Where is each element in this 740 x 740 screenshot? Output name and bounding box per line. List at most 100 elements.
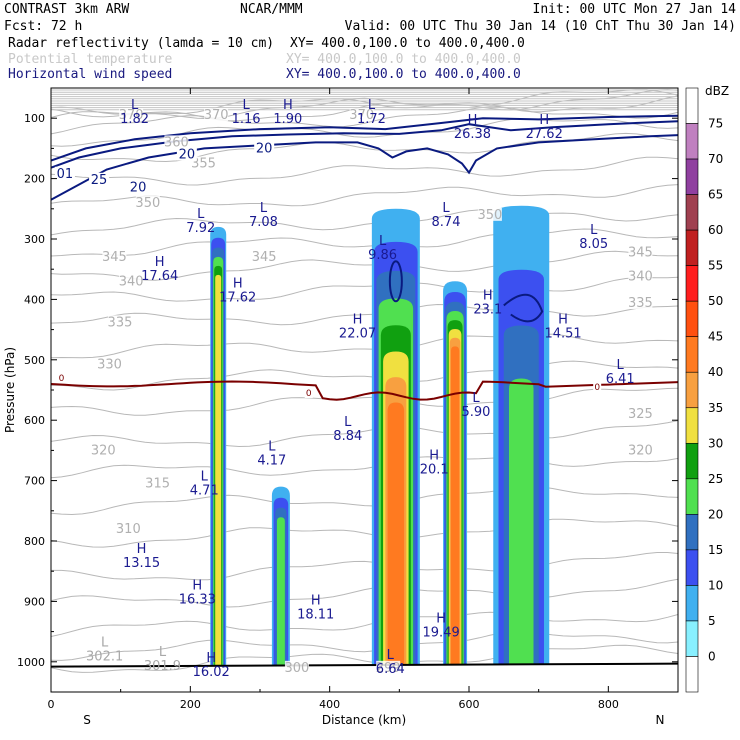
wind-contour	[51, 114, 678, 162]
field-2-xy: XY= 400.0,100.0 to 400.0,400.0	[286, 52, 521, 67]
y-tick-label: 800	[24, 535, 45, 548]
colorbar-tick-label: 50	[708, 294, 723, 308]
model-title: CONTRAST 3km ARW	[4, 2, 129, 17]
extremum-type: H	[283, 98, 293, 113]
y-tick-label: 1000	[17, 656, 45, 669]
theta-label: 350	[477, 208, 502, 223]
extremum-value: 23.1	[473, 302, 502, 317]
theta-label-bg	[628, 245, 653, 259]
theta-label: 340	[628, 269, 653, 284]
extremum-type: H	[155, 255, 165, 270]
colorbar-unit: dBZ	[705, 84, 729, 98]
extremum-value: 13.15	[123, 556, 160, 571]
extremum-value: 19.49	[423, 626, 460, 641]
x-axis: 0 200 400 600 800	[48, 88, 619, 711]
theta-label-bg	[107, 315, 132, 329]
reflectivity-band	[509, 378, 534, 665]
extremum-type: L	[201, 470, 209, 485]
wind-label: 01	[57, 167, 74, 182]
zero-label: 0	[59, 374, 65, 384]
colorbar-tick-label: 65	[708, 188, 723, 202]
x-tick-label: 400	[319, 698, 340, 711]
field-1-xy: XY= 400.0,100.0 to 400.0,400.0	[290, 36, 525, 51]
convective-cell	[210, 226, 227, 665]
colorbar-swatch	[685, 549, 699, 586]
theta-label-bg	[191, 156, 216, 170]
zero-label-bg	[304, 388, 313, 399]
wind-contour-closed	[388, 260, 403, 303]
wind-label-bg	[176, 147, 197, 161]
theta-label: 370	[204, 108, 229, 123]
extremum-type: L	[590, 223, 598, 238]
field-1-name: Radar reflectivity (lamda = 10 cm)	[8, 36, 274, 51]
extremum-type: H	[192, 578, 202, 593]
x-tick-label: 0	[48, 698, 55, 711]
extremum-type: L	[159, 645, 167, 660]
theta-label-bg	[628, 443, 653, 457]
colorbar-tick-label: 30	[708, 436, 723, 450]
zero-label-bg	[57, 372, 66, 383]
extremum-type: L	[617, 358, 625, 373]
institution: NCAR/MMM	[240, 2, 303, 17]
extremum-value: 16.33	[179, 592, 216, 607]
extremum-value: 9.86	[368, 248, 397, 263]
extremum-value: 8.05	[579, 237, 608, 252]
reflectivity-band	[387, 402, 405, 665]
extremum-type: H	[429, 448, 439, 463]
theta-label: 370	[119, 108, 144, 123]
wind-label-bg	[254, 141, 275, 155]
theta-label: 360	[164, 135, 189, 150]
theta-label: 300	[285, 661, 310, 676]
wind-label-bg	[128, 180, 149, 194]
colorbar-swatch	[685, 123, 699, 160]
extremum-value: 4.71	[190, 484, 219, 499]
colorbar-swatch	[685, 620, 699, 657]
colorbar-swatch	[685, 371, 699, 409]
extremum-type: H	[436, 612, 446, 627]
extremum-type: H	[233, 276, 243, 291]
theta-contour	[51, 95, 678, 122]
convective-cell	[493, 205, 550, 665]
extremum-value: 5.90	[461, 405, 490, 420]
reflectivity-cells	[210, 205, 550, 665]
y-tick-label: 600	[24, 414, 45, 427]
extremum-type: L	[131, 98, 139, 113]
reflectivity-band	[450, 346, 460, 665]
theta-label-bg	[97, 357, 122, 371]
theta-contour	[51, 303, 678, 326]
freezing-level-contour	[51, 380, 678, 401]
extremum-type: H	[353, 313, 363, 328]
wind-label-bg	[89, 172, 110, 186]
theta-contour	[51, 333, 678, 359]
theta-label: 350	[135, 196, 160, 211]
extremum-type: H	[539, 113, 549, 128]
theta-label-bg	[628, 269, 653, 283]
x-tick-label: 600	[459, 698, 480, 711]
wind-label: 20	[130, 181, 147, 196]
theta-contour	[51, 209, 678, 236]
extremum-type: H	[468, 113, 478, 128]
extremum-value: 8.84	[333, 429, 362, 444]
convective-cell	[371, 208, 420, 665]
extremum-value: 26.38	[454, 127, 491, 142]
x-axis-south: S	[83, 713, 91, 727]
theta-contour	[51, 552, 678, 581]
wind-contour	[51, 134, 678, 201]
extremum-type: L	[242, 98, 250, 113]
colorbar-swatch	[685, 336, 699, 373]
colorbar-swatch	[685, 158, 699, 195]
colorbar-swatch	[685, 194, 699, 231]
field-3-name: Horizontal wind speed	[8, 67, 172, 82]
theta-label-bg	[628, 407, 653, 421]
extremum-value: 17.64	[141, 269, 178, 284]
theta-contour	[51, 156, 678, 186]
reflectivity-band	[215, 274, 222, 665]
theta-label-bg	[284, 660, 309, 674]
extremum-type: H	[558, 313, 568, 328]
extremum-type: L	[379, 234, 387, 249]
zero-label-bg	[593, 381, 602, 392]
theta-label-bg	[145, 476, 170, 490]
wind-label-bg	[54, 166, 75, 180]
extremum-type: L	[472, 391, 480, 406]
